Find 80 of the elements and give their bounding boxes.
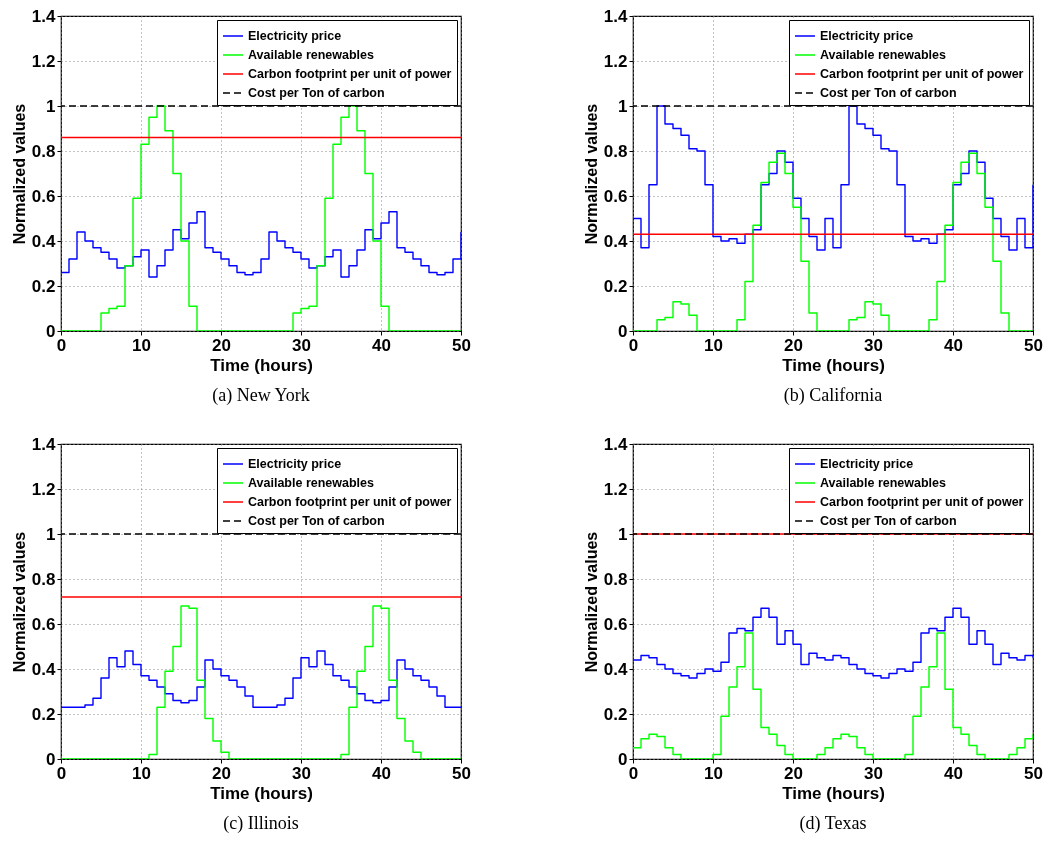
x-tick-label: 40 <box>944 335 963 355</box>
y-tick-label: 0.2 <box>603 704 628 724</box>
legend-label: Available renewables <box>820 476 947 490</box>
y-axis-title: Normalized values <box>582 103 600 245</box>
y-tick-label: 0.4 <box>603 659 629 679</box>
x-axis-title: Time (hours) <box>782 783 885 803</box>
y-axis-title: Normalized values <box>10 103 28 245</box>
y-tick-label: 1 <box>46 524 56 544</box>
y-axis-title: Normalized values <box>10 531 28 673</box>
y-tick-label: 0.4 <box>31 231 57 251</box>
y-tick-label: 1.2 <box>603 51 628 71</box>
legend-label: Cost per Ton of carbon <box>248 514 385 528</box>
x-tick-label: 50 <box>1024 335 1043 355</box>
text: (b) California <box>783 385 883 406</box>
x-tick-label: 40 <box>372 763 391 783</box>
y-tick-label: 1.4 <box>31 434 57 454</box>
y-tick-label: 0.8 <box>603 569 628 589</box>
y-tick-label: 0.8 <box>31 141 56 161</box>
x-tick-label: 50 <box>452 763 471 783</box>
x-tick-label: 20 <box>212 763 231 783</box>
y-tick-label: 1.2 <box>31 51 56 71</box>
y-tick-label: 1.4 <box>603 6 629 26</box>
text: (c) Illinois <box>223 813 299 834</box>
x-tick-label: 20 <box>212 335 231 355</box>
legend-label: Cost per Ton of carbon <box>820 86 957 100</box>
x-tick-label: 40 <box>372 335 391 355</box>
legend-label: Available renewables <box>248 48 375 62</box>
legend-label: Carbon footprint per unit of power <box>820 495 1024 509</box>
y-axis-title: Normalized values <box>582 531 600 673</box>
y-tick-label: 0.4 <box>31 659 57 679</box>
y-tick-label: 1 <box>618 524 628 544</box>
y-tick-label: 0.2 <box>603 276 628 296</box>
x-tick-label: 10 <box>132 335 151 355</box>
y-tick-label: 0.6 <box>31 186 56 206</box>
y-tick-label: 0.6 <box>31 614 56 634</box>
legend-label: Electricity price <box>820 29 914 43</box>
legend-label: Cost per Ton of carbon <box>248 86 385 100</box>
text: (a) New York <box>212 385 310 406</box>
x-tick-label: 30 <box>292 335 311 355</box>
legend-label: Electricity price <box>820 457 914 471</box>
legend-label: Available renewables <box>820 48 947 62</box>
x-tick-label: 10 <box>704 335 723 355</box>
y-tick-label: 0.6 <box>603 186 628 206</box>
x-tick-label: 10 <box>132 763 151 783</box>
x-tick-label: 30 <box>292 763 311 783</box>
x-axis-title: Time (hours) <box>210 783 313 803</box>
text: (d) Texas <box>799 813 867 834</box>
x-tick-label: 10 <box>704 763 723 783</box>
legend-label: Electricity price <box>248 457 342 471</box>
legend-label: Electricity price <box>248 29 342 43</box>
legend-label: Carbon footprint per unit of power <box>248 495 452 509</box>
y-tick-label: 1.4 <box>31 6 57 26</box>
x-axis-title: Time (hours) <box>782 355 885 375</box>
x-tick-label: 50 <box>1024 763 1043 783</box>
x-tick-label: 50 <box>452 335 471 355</box>
y-tick-label: 1.2 <box>603 479 628 499</box>
y-tick-label: 0.8 <box>603 141 628 161</box>
legend-label: Carbon footprint per unit of power <box>820 67 1024 81</box>
y-tick-label: 0 <box>46 749 56 769</box>
legend-label: Carbon footprint per unit of power <box>248 67 452 81</box>
y-tick-label: 0 <box>46 321 56 341</box>
x-axis-title: Time (hours) <box>210 355 313 375</box>
y-tick-label: 1.2 <box>31 479 56 499</box>
y-tick-label: 0.4 <box>603 231 629 251</box>
y-tick-label: 1.4 <box>603 434 629 454</box>
legend-label: Cost per Ton of carbon <box>820 514 957 528</box>
y-tick-label: 1 <box>618 96 628 116</box>
x-tick-label: 30 <box>864 763 883 783</box>
y-tick-label: 0 <box>618 749 628 769</box>
y-tick-label: 0 <box>618 321 628 341</box>
x-tick-label: 20 <box>784 335 803 355</box>
y-tick-label: 0.8 <box>31 569 56 589</box>
y-tick-label: 0.2 <box>31 704 56 724</box>
y-tick-label: 0.6 <box>603 614 628 634</box>
x-tick-label: 40 <box>944 763 963 783</box>
x-tick-label: 20 <box>784 763 803 783</box>
x-tick-label: 30 <box>864 335 883 355</box>
y-tick-label: 0.2 <box>31 276 56 296</box>
legend-label: Available renewables <box>248 476 375 490</box>
y-tick-label: 1 <box>46 96 56 116</box>
